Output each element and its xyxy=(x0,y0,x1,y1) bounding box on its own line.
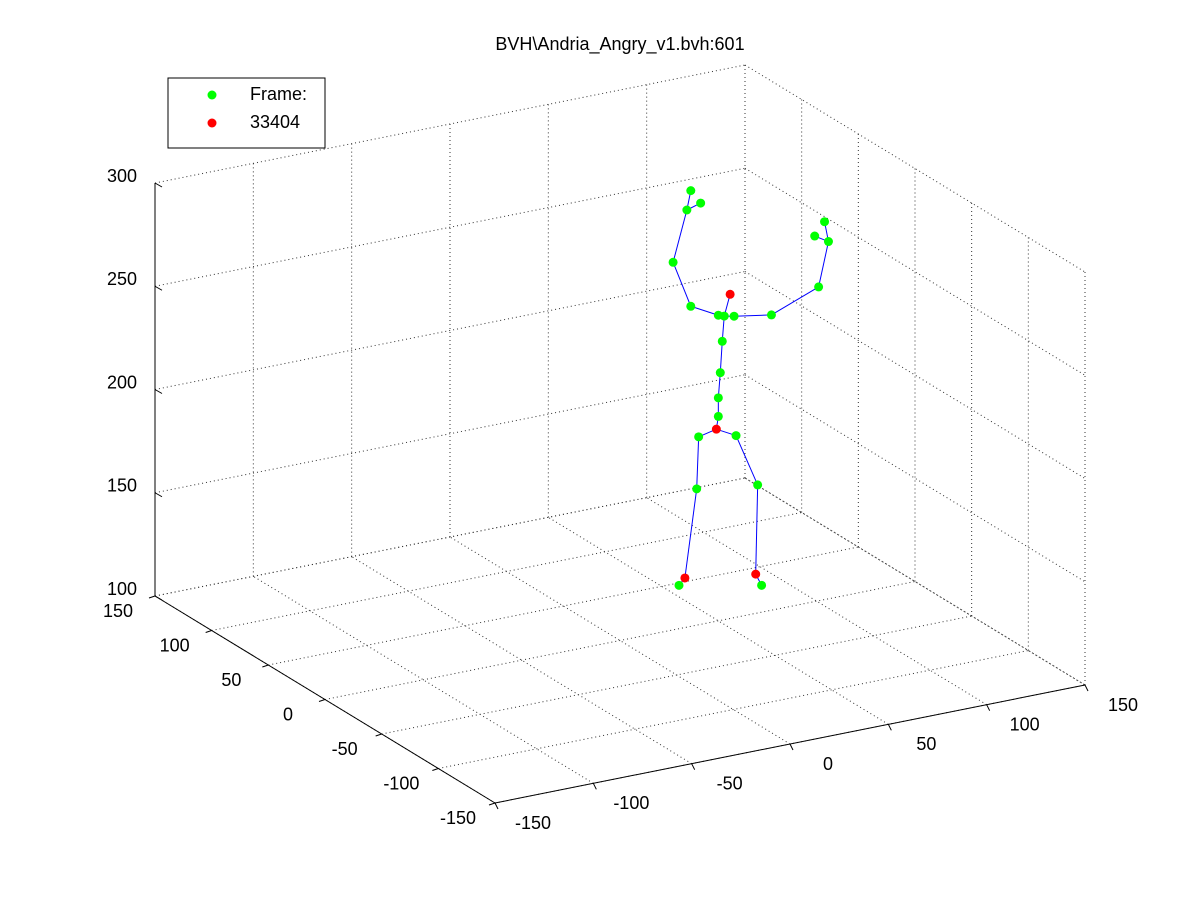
bone xyxy=(672,262,692,307)
grid-line xyxy=(154,167,746,287)
point xyxy=(766,310,776,320)
x-tick xyxy=(494,802,499,810)
point xyxy=(753,480,763,490)
point xyxy=(715,368,725,378)
y-tick-label: 100 xyxy=(160,635,190,655)
point xyxy=(729,311,739,321)
bone xyxy=(696,436,700,489)
y-tick xyxy=(488,802,496,806)
chart-title: BVH\Andria_Angry_v1.bvh:601 xyxy=(495,34,744,55)
z-tick-label: 150 xyxy=(107,476,137,496)
z-tick-label: 100 xyxy=(107,579,137,599)
grid-line xyxy=(438,650,1029,769)
point xyxy=(823,237,833,247)
bone xyxy=(735,435,759,486)
point xyxy=(725,289,735,299)
point xyxy=(713,411,723,421)
x-tick-label: -50 xyxy=(717,773,743,793)
legend-label: 33404 xyxy=(250,112,300,132)
z-tick-label: 250 xyxy=(107,269,137,289)
bone xyxy=(771,286,819,316)
bone xyxy=(690,305,719,316)
x-tick xyxy=(1084,684,1089,692)
point xyxy=(751,569,761,579)
point xyxy=(692,484,702,494)
point xyxy=(713,310,723,320)
point xyxy=(717,336,727,346)
point xyxy=(694,432,704,442)
point xyxy=(696,198,706,208)
x-tick xyxy=(691,763,696,770)
y-tick xyxy=(432,768,439,771)
grid-line xyxy=(154,477,746,597)
z-tick xyxy=(154,182,163,188)
grid-line xyxy=(324,581,916,700)
x-tick xyxy=(592,783,597,790)
bone xyxy=(818,241,829,287)
legend-label: Frame: xyxy=(250,84,307,104)
grid-line xyxy=(154,271,746,390)
x-tick-label: -150 xyxy=(515,813,551,833)
y-tick-label: 150 xyxy=(103,601,133,621)
grid-line xyxy=(268,546,859,666)
y-tick-label: -150 xyxy=(440,808,476,828)
x-tick-label: 150 xyxy=(1108,695,1138,715)
z-tick-label: 300 xyxy=(107,166,137,186)
y-tick-label: -100 xyxy=(383,773,419,793)
grid-line xyxy=(154,64,746,184)
z-tick xyxy=(154,285,163,291)
bone xyxy=(734,314,772,317)
grid-line xyxy=(154,374,746,494)
x-tick xyxy=(887,724,892,731)
x-tick-label: 100 xyxy=(1010,714,1040,734)
point xyxy=(686,186,696,196)
x-tick-label: -100 xyxy=(613,793,649,813)
point xyxy=(686,301,696,311)
x-tick-label: 50 xyxy=(916,734,936,754)
y-tick xyxy=(148,595,156,599)
bone xyxy=(719,341,723,373)
z-tick xyxy=(154,389,163,394)
point xyxy=(713,393,723,403)
legend-box xyxy=(167,77,326,149)
x-tick xyxy=(986,704,991,711)
y-tick xyxy=(262,664,269,668)
z-tick xyxy=(154,492,163,498)
y-tick xyxy=(205,630,212,633)
z-tick xyxy=(154,595,163,601)
y-tick-label: 0 xyxy=(283,704,293,724)
point xyxy=(682,205,692,215)
grid-line xyxy=(381,615,972,735)
point xyxy=(814,282,824,292)
y-tick-label: 50 xyxy=(221,670,241,690)
point xyxy=(757,580,767,590)
point xyxy=(731,431,741,441)
point xyxy=(668,257,678,267)
bone xyxy=(755,484,759,575)
y-tick-label: -50 xyxy=(332,739,358,759)
x-tick xyxy=(789,743,794,751)
y-tick xyxy=(318,699,326,702)
point xyxy=(680,573,690,583)
bone xyxy=(672,209,688,263)
y-tick xyxy=(375,733,382,737)
point xyxy=(674,580,684,590)
bone xyxy=(684,488,698,579)
point xyxy=(711,424,721,434)
z-tick-label: 200 xyxy=(107,372,137,392)
point xyxy=(820,217,830,227)
legend-marker xyxy=(207,90,217,100)
point xyxy=(810,231,820,241)
x-tick-label: 0 xyxy=(823,754,833,774)
grid-line xyxy=(211,512,802,631)
legend-marker xyxy=(207,118,217,128)
